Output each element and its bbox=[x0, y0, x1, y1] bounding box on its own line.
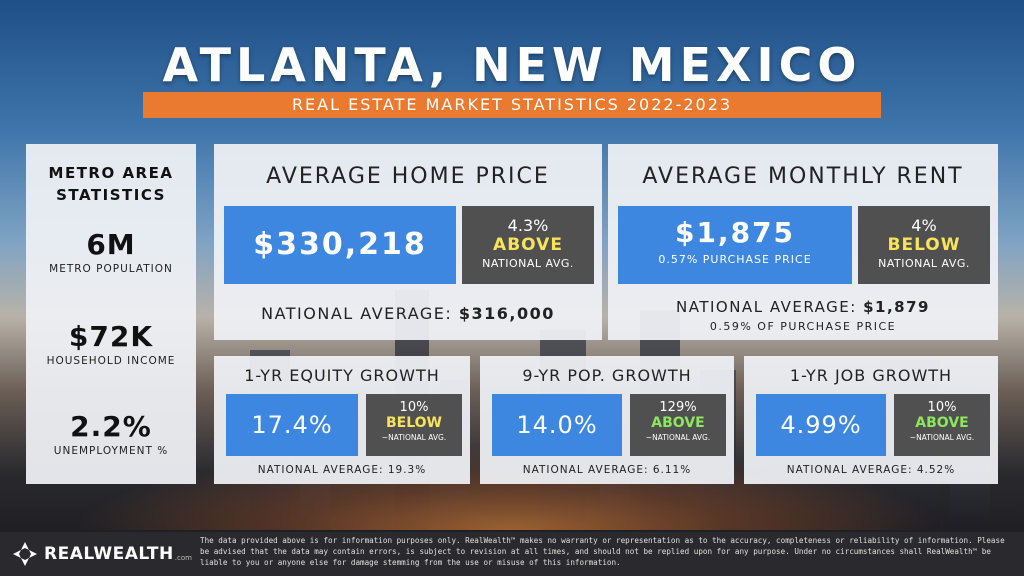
metro-population: 6M METRO POPULATION bbox=[49, 228, 173, 275]
home-price-compare: 4.3% ABOVE NATIONAL AVG. bbox=[462, 206, 594, 284]
realwealth-logo[interactable]: REALWEALTH .com bbox=[12, 541, 192, 567]
rent-value: $1,875 bbox=[674, 216, 796, 249]
job-growth-heading: 1-YR JOB GROWTH bbox=[789, 366, 953, 385]
page-title: ATLANTA, NEW MEXICO bbox=[162, 38, 862, 92]
rent-national-sub: 0.59% OF PURCHASE PRICE bbox=[709, 320, 897, 333]
job-growth-compare: 10% ABOVE ~NATIONAL AVG. bbox=[894, 394, 990, 456]
metro-heading: METRO AREA STATISTICS bbox=[48, 164, 174, 204]
monthly-rent-panel: AVERAGE MONTHLY RENT $1,875 0.57% PURCHA… bbox=[608, 144, 998, 340]
equity-growth-panel: 1-YR EQUITY GROWTH 17.4% 10% BELOW ~NATI… bbox=[214, 356, 470, 484]
job-growth-value: 4.99% bbox=[756, 394, 886, 456]
rent-value-box: $1,875 0.57% PURCHASE PRICE bbox=[618, 206, 852, 284]
equity-compare: 10% BELOW ~NATIONAL AVG. bbox=[366, 394, 462, 456]
disclaimer-text: The data provided above is for informati… bbox=[200, 536, 1005, 567]
equity-heading: 1-YR EQUITY GROWTH bbox=[244, 366, 440, 385]
rent-compare: 4% BELOW NATIONAL AVG. bbox=[858, 206, 990, 284]
metro-stats-panel: METRO AREA STATISTICS 6M METRO POPULATIO… bbox=[26, 144, 196, 484]
logo-domain: .com bbox=[174, 554, 192, 562]
home-price-heading: AVERAGE HOME PRICE bbox=[266, 164, 550, 189]
pop-growth-value: 14.0% bbox=[492, 394, 622, 456]
equity-value: 17.4% bbox=[226, 394, 358, 456]
rent-heading: AVERAGE MONTHLY RENT bbox=[642, 164, 964, 189]
equity-national: NATIONAL AVERAGE: 19.3% bbox=[257, 464, 427, 476]
rent-purchase-ratio: 0.57% PURCHASE PRICE bbox=[658, 253, 812, 266]
footer-bar: REALWEALTH .com The data provided above … bbox=[0, 532, 1024, 576]
unemployment-rate: 2.2% UNEMPLOYMENT % bbox=[53, 410, 169, 457]
pop-growth-heading: 9-YR POP. GROWTH bbox=[522, 366, 692, 385]
logo-text: REALWEALTH bbox=[44, 544, 174, 564]
household-income: $72K HOUSEHOLD INCOME bbox=[46, 320, 176, 367]
home-price-national: NATIONAL AVERAGE: $316,000 bbox=[261, 304, 555, 323]
realwealth-logo-icon bbox=[13, 542, 37, 566]
subtitle-banner: REAL ESTATE MARKET STATISTICS 2022-2023 bbox=[143, 92, 881, 118]
job-growth-national: NATIONAL AVERAGE: 4.52% bbox=[786, 464, 956, 476]
home-price-value: $330,218 bbox=[224, 206, 456, 284]
pop-growth-compare: 129% ABOVE ~NATIONAL AVG. bbox=[630, 394, 726, 456]
pop-growth-national: NATIONAL AVERAGE: 6.11% bbox=[522, 464, 692, 476]
job-growth-panel: 1-YR JOB GROWTH 4.99% 10% ABOVE ~NATIONA… bbox=[744, 356, 998, 484]
pop-growth-panel: 9-YR POP. GROWTH 14.0% 129% ABOVE ~NATIO… bbox=[480, 356, 734, 484]
home-price-panel: AVERAGE HOME PRICE $330,218 4.3% ABOVE N… bbox=[214, 144, 602, 340]
rent-national: NATIONAL AVERAGE: $1,879 bbox=[676, 298, 930, 316]
